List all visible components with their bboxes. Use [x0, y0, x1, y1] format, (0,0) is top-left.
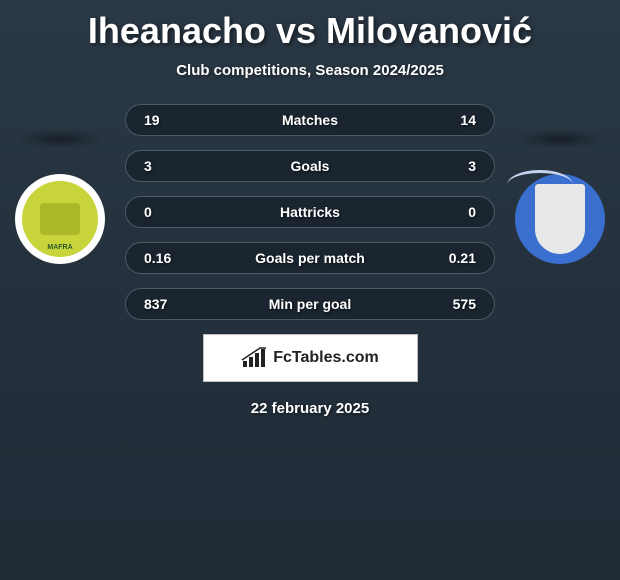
stat-left-value: 837 — [144, 296, 167, 312]
club-badge-left-label: MAFRA — [47, 244, 72, 251]
footer-date: 22 february 2025 — [0, 400, 620, 417]
club-badge-left: MAFRA — [15, 174, 105, 264]
club-badge-left-inner: MAFRA — [22, 181, 98, 257]
stat-label: Goals per match — [255, 250, 365, 266]
stat-right-value: 0.21 — [449, 250, 476, 266]
page-title: Iheanacho vs Milovanović — [0, 0, 620, 52]
stat-right-value: 3 — [468, 158, 476, 174]
footer-brand-text: FcTables.com — [273, 349, 379, 367]
stat-left-value: 0 — [144, 204, 152, 220]
stat-right-value: 575 — [453, 296, 476, 312]
stat-right-value: 14 — [460, 112, 476, 128]
bar-chart-icon — [241, 347, 267, 369]
stat-row-goals-per-match: 0.16 Goals per match 0.21 — [125, 242, 495, 274]
stat-row-goals: 3 Goals 3 — [125, 150, 495, 182]
stat-left-value: 3 — [144, 158, 152, 174]
club-badge-right — [515, 174, 605, 264]
stat-row-hattricks: 0 Hattricks 0 — [125, 196, 495, 228]
stat-label: Min per goal — [269, 296, 351, 312]
club-badge-left-emblem — [40, 203, 80, 235]
player-shadow-right — [515, 129, 605, 149]
footer-brand-box: FcTables.com — [203, 334, 418, 382]
comparison-content: MAFRA 19 Matches 14 3 Goals 3 0 Hattrick… — [0, 104, 620, 417]
stat-row-min-per-goal: 837 Min per goal 575 — [125, 288, 495, 320]
stat-row-matches: 19 Matches 14 — [125, 104, 495, 136]
subtitle: Club competitions, Season 2024/2025 — [0, 62, 620, 79]
stat-rows: 19 Matches 14 3 Goals 3 0 Hattricks 0 0.… — [125, 104, 495, 320]
stat-label: Matches — [282, 112, 338, 128]
stat-left-value: 0.16 — [144, 250, 171, 266]
player-shadow-left — [15, 129, 105, 149]
stat-right-value: 0 — [468, 204, 476, 220]
stat-label: Goals — [291, 158, 330, 174]
club-badge-right-inner — [535, 184, 585, 254]
stat-label: Hattricks — [280, 204, 340, 220]
stat-left-value: 19 — [144, 112, 160, 128]
